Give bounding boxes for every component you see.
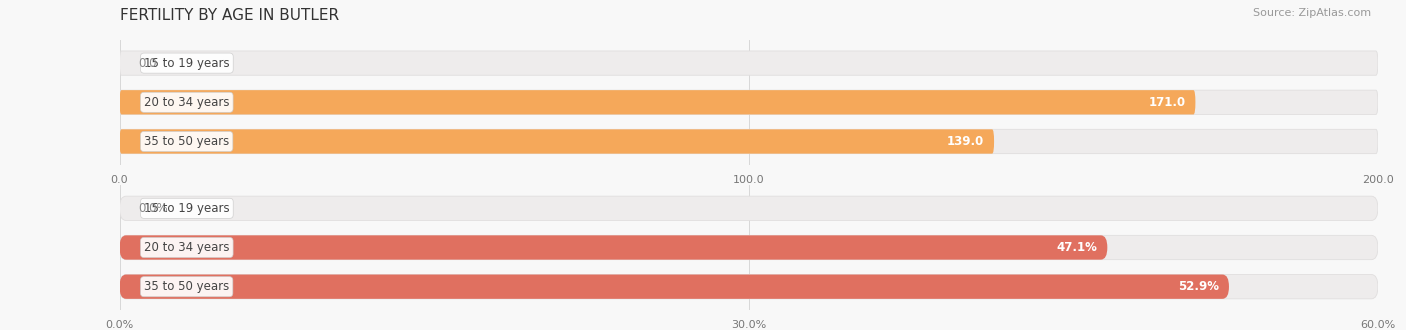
- Text: 0.0: 0.0: [138, 57, 157, 70]
- Text: 47.1%: 47.1%: [1056, 241, 1097, 254]
- FancyBboxPatch shape: [120, 90, 1195, 115]
- Text: Source: ZipAtlas.com: Source: ZipAtlas.com: [1253, 8, 1371, 18]
- Text: 35 to 50 years: 35 to 50 years: [143, 135, 229, 148]
- Text: 20 to 34 years: 20 to 34 years: [143, 241, 229, 254]
- FancyBboxPatch shape: [120, 235, 1378, 260]
- FancyBboxPatch shape: [120, 51, 1378, 75]
- Text: FERTILITY BY AGE IN BUTLER: FERTILITY BY AGE IN BUTLER: [120, 8, 339, 23]
- Text: 0.0%: 0.0%: [138, 202, 167, 215]
- FancyBboxPatch shape: [120, 275, 1229, 299]
- FancyBboxPatch shape: [120, 235, 1108, 260]
- Text: 35 to 50 years: 35 to 50 years: [143, 280, 229, 293]
- Text: 20 to 34 years: 20 to 34 years: [143, 96, 229, 109]
- FancyBboxPatch shape: [120, 196, 1378, 220]
- FancyBboxPatch shape: [120, 129, 1378, 154]
- FancyBboxPatch shape: [120, 275, 1378, 299]
- Text: 52.9%: 52.9%: [1178, 280, 1219, 293]
- FancyBboxPatch shape: [120, 129, 994, 154]
- Text: 15 to 19 years: 15 to 19 years: [143, 57, 229, 70]
- FancyBboxPatch shape: [120, 90, 1378, 115]
- Text: 171.0: 171.0: [1149, 96, 1185, 109]
- Text: 15 to 19 years: 15 to 19 years: [143, 202, 229, 215]
- Text: 139.0: 139.0: [946, 135, 984, 148]
